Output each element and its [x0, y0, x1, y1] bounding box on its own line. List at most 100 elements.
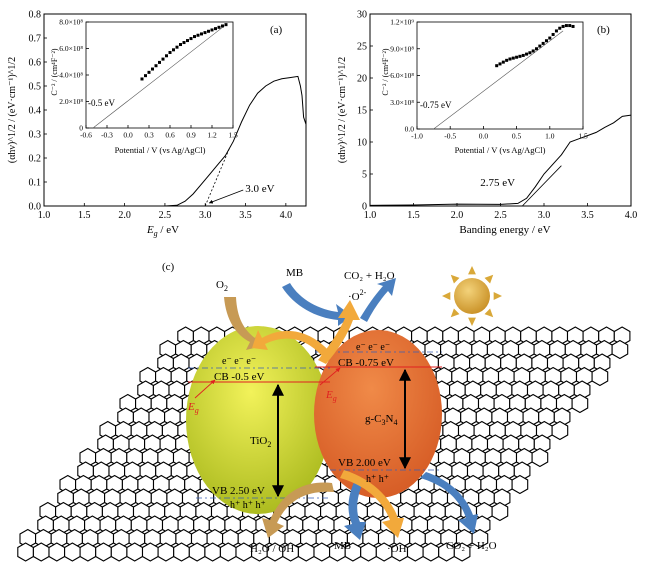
hexagon-cell	[313, 542, 331, 562]
chart-a-ytick-label: 0.2	[29, 154, 42, 165]
chart-b-inset-point	[561, 24, 565, 28]
chart-a-annotation: 3.0 eV	[245, 183, 274, 195]
hexagon-cell	[533, 434, 551, 454]
tio2-eg-label: Eg	[187, 401, 199, 415]
chart-b-inset-point	[544, 39, 548, 43]
h2o-arrow	[262, 482, 334, 538]
h2o-oh-label: H₂O / OH⁻	[250, 543, 300, 555]
tio2-holes: h⁺ h⁺ h⁺	[230, 500, 266, 511]
chart-b-inset-ytick-label: 9.0×10⁸	[390, 44, 414, 53]
electrons-right: e⁻ e⁻ e⁻	[356, 342, 390, 353]
chart-a-inset-x-ticks: -0.6 -0.3 0.0 0.3 0.6 0.9 1.2 1.5	[80, 125, 238, 140]
chart-b-panel-label: (b)	[597, 24, 610, 36]
chart-b-inset-xlabel: Potential / V (vs Ag/AgCl)	[455, 145, 546, 155]
o2-base: O	[216, 279, 224, 291]
chart-b-inset-ytick-label: 0.0	[405, 125, 415, 134]
chart-b-inset-ytick-label: 3.0×10⁸	[390, 98, 414, 107]
hexagon-cell	[493, 488, 511, 508]
tio2-label: TiO2	[250, 435, 271, 449]
chart-b-inset-point	[505, 58, 509, 62]
chart-a-ytick-label: 0.1	[29, 178, 42, 189]
chart-a-inset-ylabel: C⁻² / (cm⁴F⁻²)	[50, 48, 59, 95]
chart-a-inset-point	[217, 25, 221, 29]
hexagon-cell	[297, 542, 315, 562]
chart-b-inset-point	[521, 53, 525, 57]
chart-a-inset-frame	[85, 21, 234, 129]
chart-a-inset-point	[200, 32, 203, 36]
chart-a-inset-point	[144, 74, 147, 78]
chart-a-ylabel: (αhν)^1/2 / (eV·cm⁻¹)^1/2	[7, 57, 18, 163]
chart-a-inset-ytick-label: 4.0×10⁸	[59, 71, 83, 80]
hexagon-cell	[613, 326, 631, 346]
chart-b-inset-point	[571, 24, 575, 28]
chart-b-ytick-label: 20	[357, 74, 367, 85]
hexagon-cell	[551, 420, 569, 441]
gc3n4-vb-label: VB 2.00 eV	[338, 457, 391, 469]
chart-a-inset-y-ticks: 0 2.0×10⁸ 4.0×10⁸ 6.0×10⁸ 8.0×10⁸	[59, 18, 89, 133]
tio2-eg-sub: g	[195, 406, 199, 415]
chart-a-xlabel-unit: / eV	[158, 224, 179, 236]
chart-a-inset-point	[224, 23, 228, 27]
chart-a-inset-point	[147, 70, 151, 74]
chart-a-annotation-arrow	[208, 189, 244, 204]
gc3n4-eg-red-arrow	[319, 367, 341, 386]
chart-b-inset-ytick-label: 6.0×10⁸	[390, 71, 414, 80]
chart-b-inset-point	[554, 29, 558, 33]
chart-b-ylabel: (αhν)^1/2 / (eV·cm⁻¹)^1/2	[337, 57, 348, 163]
tio2-cb-label: CB -0.5 eV	[214, 371, 264, 383]
chart-a-inset-point	[186, 39, 189, 43]
chart-b-inset-frame	[416, 21, 584, 130]
chart-a-tangent	[204, 148, 230, 207]
chart-a-inset-point	[140, 77, 144, 81]
electron-transfer-arrow	[252, 330, 330, 356]
tio2-eg-red-arrow	[194, 379, 216, 399]
oh-arrow	[340, 470, 404, 538]
chart-a-xlabel: Eg / eV	[146, 224, 179, 238]
chart-b-xlabel: Banding energy / eV	[459, 224, 550, 236]
chart-b-inset-points	[495, 24, 575, 68]
hexagon-cell	[32, 542, 50, 562]
chart-a-inset-ytick-label: 2.0×10⁸	[59, 97, 83, 106]
hexagon-cell	[406, 542, 424, 562]
hexagon-cell	[173, 542, 190, 562]
chart-a-inset-point	[154, 64, 158, 68]
chart-b-inset: 0.0 3.0×10⁸ 6.0×10⁸ 9.0×10⁸ 1.2×10⁹ -1.0 -0.5…	[381, 18, 588, 155]
chart-a-inset-point	[175, 45, 179, 49]
hexagon-cell	[126, 542, 144, 562]
hexagon-cell	[491, 501, 509, 522]
chart-b-inset-xtick-label: -0.5	[444, 132, 456, 141]
hexagon-cell	[422, 542, 440, 562]
chart-b-inset-point	[568, 24, 572, 28]
chart-b-ytick-label: 0	[362, 202, 367, 213]
gc3n4-sub2: 4	[393, 418, 397, 427]
gc3n4-holes: h⁺ h⁺	[366, 474, 389, 485]
chart-b-inset-xtick-label: -1.0	[411, 132, 423, 141]
sun-icon	[442, 266, 502, 326]
hexagon-cell	[79, 542, 97, 562]
chart-a-inset: 0 2.0×10⁸ 4.0×10⁸ 6.0×10⁸ 8.0×10⁸ -0.6 -0.3 0.…	[50, 18, 238, 155]
chart-b-ytick-label: 10	[357, 138, 367, 149]
tio2-vb-label: VB 2.50 eV	[212, 485, 265, 497]
chart-b-inset-point	[558, 26, 562, 30]
gc3n4-sub1: 3	[382, 418, 386, 427]
chart-a-inset-xtick-label: 0.0	[123, 131, 133, 140]
chart-a-ytick-label: 0.8	[29, 10, 42, 21]
chart-b-inset-ytick-label: 1.2×10⁹	[390, 18, 414, 27]
hexagon-cell	[157, 542, 175, 562]
chart-a-inset-annotation: -0.5 eV	[88, 98, 115, 108]
hexagon-cell	[531, 447, 549, 468]
chart-b-inset-point	[501, 60, 505, 64]
chart-b-inset-point	[508, 57, 512, 61]
chart-b-xtick-label: 2.0	[451, 210, 464, 221]
gc3n4-mid: N	[386, 413, 394, 425]
co2-h2o-top-label: CO₂ + H₂O	[344, 270, 395, 282]
chart-a-xtick-label: 3.0	[199, 210, 212, 221]
gc3n4-eg-base: E	[325, 389, 333, 401]
chart-a-inset-point	[161, 57, 165, 61]
hexagon-cell	[188, 542, 206, 562]
chart-a-xtick-label: 2.5	[159, 210, 172, 221]
chart-a-inset-xtick-label: -0.6	[80, 131, 92, 140]
chart-b-xtick-label: 4.0	[625, 210, 638, 221]
sun-ray	[450, 274, 460, 284]
hexagon-cell	[141, 542, 159, 562]
